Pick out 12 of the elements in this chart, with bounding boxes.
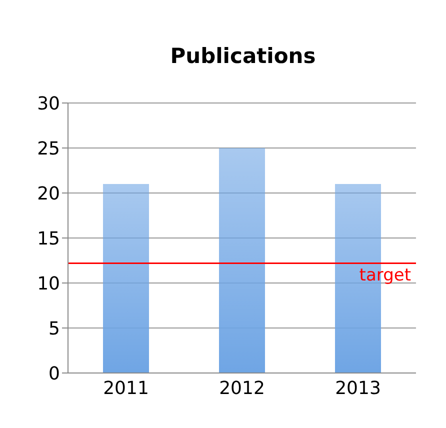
x-tick-label: 2012 xyxy=(219,378,265,399)
x-tick-label: 2011 xyxy=(103,378,149,399)
x-tick-label: 2013 xyxy=(335,378,381,399)
y-tick-label: 5 xyxy=(48,318,60,340)
y-tick-label: 10 xyxy=(37,273,60,294)
y-tick-label: 0 xyxy=(48,363,60,384)
y-tick-label: 30 xyxy=(37,93,60,114)
y-tick-label: 15 xyxy=(37,228,60,250)
chart-title: Publications xyxy=(169,44,317,68)
y-tick-label: 25 xyxy=(37,138,60,160)
ref-line-label: target xyxy=(359,265,412,286)
y-tick-label: 20 xyxy=(37,183,60,204)
